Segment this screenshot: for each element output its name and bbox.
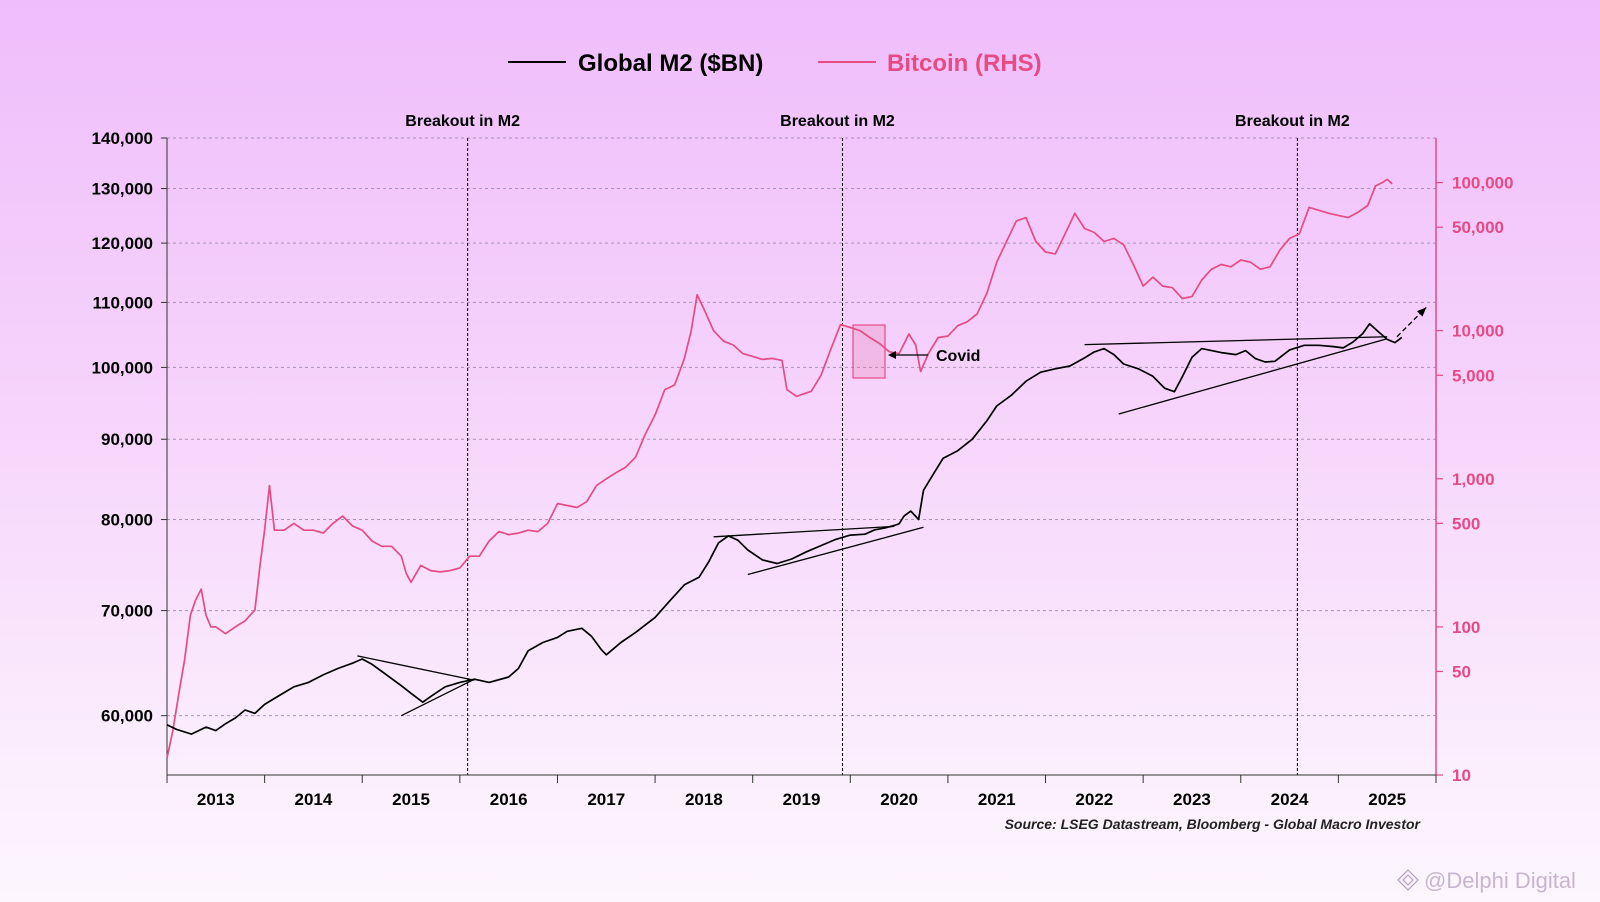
series-group — [166, 178, 1403, 759]
left-tick-label-110000: 110,000 — [92, 293, 153, 312]
gridlines — [167, 137, 1436, 717]
trendline-1 — [357, 655, 475, 681]
x-tick-label-2021: 2021 — [978, 790, 1016, 809]
x-axis-ticks: 2013 2014 2015 2016 2017 2018 2019 2020 2021 2022… — [166, 775, 1437, 809]
breakout-lines: Breakout in M2 Breakout in M2 Breakout in … — [405, 113, 1350, 775]
right-tick-label-10000: 10,000 — [1452, 322, 1504, 341]
x-tick-label-2019: 2019 — [783, 790, 821, 809]
legend-label-m2: Global M2 ($BN) — [578, 50, 763, 77]
watermark-text: @Delphi Digital — [1424, 868, 1576, 893]
left-tick-label-130000: 130,000 — [92, 180, 153, 199]
x-tick-label-2017: 2017 — [587, 790, 625, 809]
left-tick-label-60000: 60,000 — [101, 707, 153, 726]
right-axis-ticks: 10 50 100 500 1,000 5,000 10,000 50,000 100,000 — [1436, 174, 1513, 785]
right-tick-label-50: 50 — [1452, 662, 1471, 681]
delphi-logo-icon — [1397, 869, 1419, 891]
right-tick-label-10: 10 — [1452, 766, 1471, 785]
series-line-global-m2 — [166, 322, 1403, 735]
trendline-5 — [1084, 336, 1388, 346]
breakout-label-2: Breakout in M2 — [780, 113, 895, 130]
trendline-4 — [747, 526, 924, 576]
legend: Global M2 ($BN) Bitcoin (RHS) — [508, 50, 1042, 77]
x-tick-label-2024: 2024 — [1271, 790, 1309, 809]
legend-label-btc: Bitcoin (RHS) — [887, 50, 1042, 77]
covid-label: Covid — [936, 348, 980, 365]
left-tick-label-140000: 140,000 — [92, 129, 153, 148]
x-tick-label-2020: 2020 — [880, 790, 918, 809]
x-tick-label-2015: 2015 — [392, 790, 430, 809]
right-tick-label-1000: 1,000 — [1452, 470, 1495, 489]
x-tick-label-2022: 2022 — [1075, 790, 1113, 809]
x-tick-label-2014: 2014 — [295, 790, 333, 809]
projection-arrow-head — [1416, 307, 1427, 317]
x-tick-label-2018: 2018 — [685, 790, 723, 809]
watermark: @Delphi Digital — [1397, 868, 1576, 893]
right-tick-label-5000: 5,000 — [1452, 366, 1495, 385]
trendlines — [357, 306, 1427, 717]
trendline-6 — [1118, 338, 1388, 415]
left-tick-label-100000: 100,000 — [92, 358, 153, 377]
covid-highlight-box — [852, 324, 886, 379]
right-tick-label-50000: 50,000 — [1452, 218, 1504, 237]
left-tick-label-80000: 80,000 — [101, 511, 153, 530]
left-axis-ticks: 60,000 70,000 80,000 90,000 100,000 110,000 12… — [92, 129, 167, 726]
breakout-label-3: Breakout in M2 — [1235, 113, 1350, 130]
right-tick-label-100000: 100,000 — [1452, 174, 1513, 193]
left-tick-label-90000: 90,000 — [101, 430, 153, 449]
left-tick-label-120000: 120,000 — [92, 234, 153, 253]
left-tick-label-70000: 70,000 — [101, 602, 153, 621]
right-tick-label-500: 500 — [1452, 514, 1480, 533]
x-tick-label-2016: 2016 — [490, 790, 528, 809]
breakout-label-1: Breakout in M2 — [405, 113, 520, 130]
right-tick-label-100: 100 — [1452, 618, 1480, 637]
x-tick-label-2025: 2025 — [1368, 790, 1406, 809]
series-line-bitcoin — [166, 178, 1393, 759]
trendline-3 — [713, 525, 895, 538]
source-note: Source: LSEG Datastream, Bloomberg - Glo… — [1005, 816, 1422, 832]
trendline-2 — [400, 678, 475, 717]
x-tick-label-2023: 2023 — [1173, 790, 1211, 809]
covid-arrow-head — [888, 351, 896, 359]
x-tick-label-2013: 2013 — [197, 790, 235, 809]
